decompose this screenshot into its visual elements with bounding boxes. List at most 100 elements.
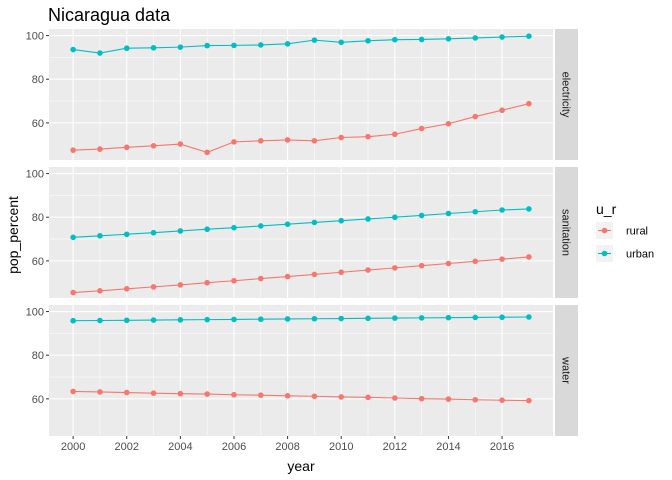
legend-label-rural: rural (626, 226, 648, 238)
data-point-rural (311, 137, 318, 144)
data-point-urban (70, 46, 76, 53)
data-point-urban (365, 216, 371, 222)
facet-strip-label: electricity (560, 72, 572, 118)
data-point-rural (311, 393, 318, 400)
data-point-rural (97, 146, 103, 152)
y-tick-label: 80 (32, 74, 44, 86)
data-point-rural (123, 286, 130, 292)
panel-background (49, 167, 553, 298)
data-point-rural (392, 265, 398, 271)
data-point-urban (499, 207, 505, 213)
data-point-urban (284, 221, 291, 228)
data-point-urban (123, 231, 130, 238)
data-point-rural (445, 396, 452, 402)
facet-panel-electricity: 60 80 100 electricity (26, 29, 578, 160)
data-point-urban (150, 44, 157, 51)
data-point-urban (392, 315, 398, 321)
data-point-urban (445, 314, 452, 321)
data-point-rural (123, 389, 130, 396)
data-point-rural (392, 131, 398, 138)
data-point-urban (177, 228, 184, 234)
x-tick-label: 2010 (329, 441, 353, 453)
data-point-rural (338, 394, 345, 400)
data-point-rural (365, 394, 371, 401)
legend-key-point-rural (601, 227, 608, 234)
facet-panel-sanitation: 60 80 100 sanitation (26, 167, 578, 298)
data-point-urban (526, 206, 532, 212)
data-point-rural (204, 391, 210, 397)
data-point-rural (231, 391, 237, 398)
data-point-rural (70, 289, 76, 296)
data-point-rural (97, 389, 103, 395)
data-point-urban (257, 42, 264, 48)
data-point-urban (97, 50, 103, 56)
data-point-urban (472, 35, 479, 41)
data-point-rural (499, 107, 505, 114)
data-point-rural (472, 396, 479, 403)
data-point-urban (526, 33, 532, 40)
facet-panels: 60 80 100 electricity 60 80 100 sanitation 60 80 1… (26, 29, 578, 436)
series-line-urban (73, 208, 529, 238)
data-point-urban (418, 315, 425, 321)
data-point-urban (123, 317, 130, 324)
data-point-rural (150, 284, 157, 290)
data-point-urban (526, 314, 532, 320)
data-point-rural (177, 282, 184, 288)
data-point-urban (150, 229, 157, 236)
data-point-urban (70, 317, 76, 324)
data-point-urban (257, 223, 264, 229)
legend: u_r rural urban (596, 201, 654, 262)
x-tick-label: 2016 (490, 441, 514, 453)
x-axis-title: year (287, 458, 315, 474)
data-point-urban (97, 317, 103, 324)
legend-title: u_r (596, 201, 617, 217)
y-axis-title: pop_percent (5, 196, 21, 274)
y-tick-label: 60 (32, 118, 44, 130)
data-point-rural (231, 277, 237, 284)
data-point-rural (257, 392, 264, 398)
data-point-urban (499, 34, 505, 40)
data-point-rural (526, 397, 532, 404)
data-point-rural (365, 267, 371, 273)
data-point-rural (150, 143, 157, 149)
data-point-rural (123, 144, 130, 151)
data-point-urban (150, 317, 157, 323)
data-point-urban (70, 234, 76, 241)
x-tick-label: 2006 (222, 441, 246, 453)
data-point-urban (311, 315, 318, 322)
data-point-urban (231, 42, 237, 49)
series-line-rural (73, 256, 529, 294)
data-point-rural (499, 256, 505, 262)
data-point-urban (257, 316, 264, 322)
data-point-rural (257, 137, 264, 144)
data-point-rural (338, 134, 345, 141)
data-point-rural (392, 395, 398, 401)
data-point-urban (418, 212, 425, 219)
chart-title: Nicaragua data (48, 5, 171, 25)
series-line-rural (73, 103, 530, 153)
panel-background (49, 305, 553, 436)
y-tick-label: 100 (26, 31, 44, 43)
data-point-rural (70, 147, 76, 153)
data-point-urban (177, 317, 184, 323)
data-point-urban (338, 217, 345, 224)
data-point-rural (284, 393, 291, 399)
series-line-rural (73, 390, 529, 402)
data-point-rural (526, 100, 532, 107)
data-point-urban (499, 314, 505, 321)
x-tick-label: 2002 (115, 441, 139, 453)
x-tick-label: 2004 (168, 441, 192, 453)
series-line-urban (73, 35, 529, 54)
data-point-urban (392, 214, 398, 221)
data-point-rural (97, 287, 103, 294)
data-point-rural (284, 137, 291, 143)
data-point-urban (311, 37, 318, 43)
x-axis: 2000 2002 2004 2006 2008 2010 2012 2014 2016 (61, 436, 514, 453)
y-tick-label: 80 (32, 350, 44, 362)
data-point-urban (365, 37, 371, 44)
data-point-rural (204, 149, 210, 156)
data-point-urban (445, 36, 452, 42)
data-point-urban (418, 36, 425, 43)
y-tick-label: 100 (26, 307, 44, 319)
